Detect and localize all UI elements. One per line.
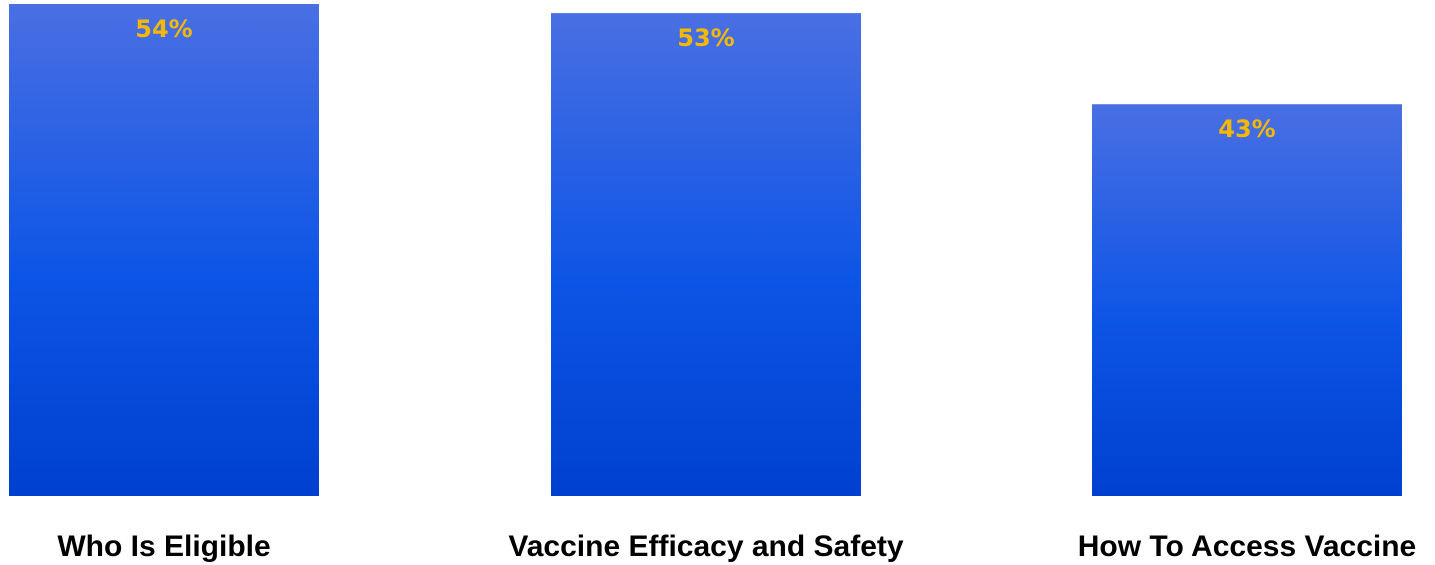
data-label-3: 43% <box>1218 115 1275 143</box>
bar-2 <box>551 13 861 496</box>
category-label-2: Vaccine Efficacy and Safety <box>508 530 904 563</box>
category-label-3: How To Access Vaccine <box>1078 530 1416 563</box>
value-labels-group: 54% 53% 43% <box>135 15 1275 143</box>
category-labels-group: Who Is Eligible Vaccine Efficacy and Safe… <box>57 530 1416 563</box>
data-label-1: 54% <box>135 15 192 43</box>
bars-group <box>9 4 1402 496</box>
bar-1 <box>9 4 319 496</box>
bar-3 <box>1092 104 1402 496</box>
category-label-1: Who Is Eligible <box>57 530 270 563</box>
data-label-2: 53% <box>677 24 734 52</box>
